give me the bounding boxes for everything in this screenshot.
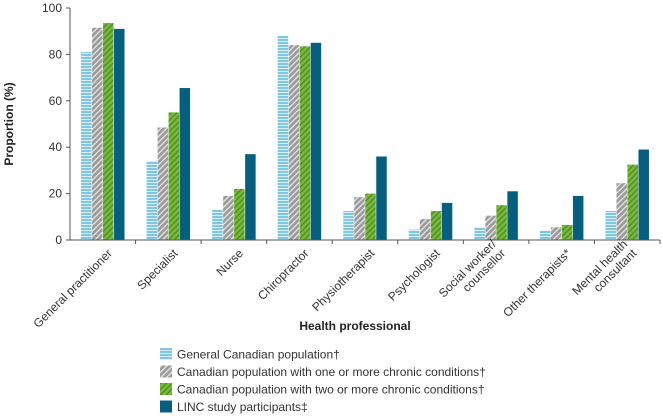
bar-2-6 — [419, 219, 431, 240]
bar-1-8 — [539, 230, 551, 240]
y-tick-label: 20 — [49, 187, 63, 201]
x-tick-label: Physiotherapist — [309, 246, 377, 314]
x-tick-label: Psychologist — [385, 246, 443, 304]
x-tick-label: Mental healthconsultant — [569, 237, 640, 308]
bar-3-1 — [103, 23, 114, 240]
bar-2-9 — [616, 183, 627, 240]
y-tick-label: 80 — [49, 47, 63, 61]
bar-1-7 — [474, 227, 485, 240]
bar-1-1 — [81, 52, 92, 240]
x-tick-label: General practitioner — [30, 246, 114, 330]
bar-3-5 — [365, 193, 376, 240]
x-tick-label-line: General practitioner — [30, 246, 114, 330]
bar-4-6 — [441, 202, 453, 240]
bar-4-3 — [245, 154, 256, 240]
legend: General Canadian population† Canadian pop… — [160, 348, 486, 414]
bar-1-5 — [343, 211, 354, 240]
bar-3-2 — [168, 112, 180, 240]
x-tick-label-line: Nurse — [213, 246, 246, 279]
bar-3-3 — [234, 188, 245, 240]
bar-3-6 — [430, 211, 442, 240]
bar-1-4 — [277, 35, 289, 241]
x-tick-label: Nurse — [213, 246, 246, 279]
bar-4-8 — [572, 195, 584, 240]
x-tick-label: Social worker/counsellor — [436, 237, 509, 310]
legend-swatch-2 — [160, 365, 172, 378]
legend-label-1: General Canadian population† — [177, 348, 340, 362]
bar-3-8 — [561, 224, 573, 240]
bar-3-9 — [627, 164, 638, 240]
bar-1-9 — [605, 211, 616, 240]
legend-swatch-4 — [160, 400, 172, 413]
bar-2-1 — [92, 27, 103, 240]
bar-4-1 — [114, 28, 125, 240]
x-tick-label: Other therapists* — [500, 246, 574, 320]
bar-4-4 — [310, 42, 322, 240]
legend-label-2: Canadian population with one or more chr… — [177, 365, 486, 379]
bar-1-2 — [146, 161, 158, 240]
y-tick-label: 0 — [55, 233, 62, 247]
bar-3-4 — [299, 46, 311, 240]
bar-2-2 — [157, 127, 169, 240]
x-tick-label-line: Chiropractor — [255, 246, 312, 303]
x-tick-label: Chiropractor — [255, 246, 312, 303]
y-tick-label: 60 — [49, 94, 63, 108]
x-axis: General practitioner Specialist Nurse Chiro… — [30, 237, 661, 331]
bar-1-6 — [408, 229, 420, 240]
bar-3-7 — [496, 205, 507, 240]
bar-4-5 — [376, 156, 387, 240]
x-tick-label-line: Physiotherapist — [309, 246, 377, 314]
x-tick-label-line: Psychologist — [385, 246, 443, 304]
bar-4-2 — [179, 88, 191, 240]
x-axis-title: Health professional — [299, 319, 410, 333]
bar-2-5 — [354, 197, 365, 240]
legend-swatch-3 — [160, 383, 172, 395]
legend-label-4: LINC study participants‡ — [177, 400, 308, 414]
bar-2-4 — [288, 45, 300, 241]
x-tick-label: Specialist — [134, 246, 181, 293]
x-tick-label-line: Other therapists* — [500, 246, 574, 320]
bar-2-7 — [485, 215, 496, 240]
legend-swatch-1 — [160, 348, 172, 360]
bar-2-8 — [550, 227, 562, 240]
bar-1-3 — [212, 209, 223, 240]
y-axis-title: Proportion (%) — [2, 82, 16, 165]
y-tick-label: 100 — [42, 1, 62, 15]
bar-4-7 — [507, 191, 518, 240]
bars — [81, 23, 649, 241]
x-tick-label-line: Specialist — [134, 246, 181, 293]
y-axis: 0 20 40 60 80 100 — [42, 1, 71, 247]
legend-label-3: Canadian population with two or more chr… — [177, 383, 485, 397]
bar-2-3 — [223, 195, 234, 240]
y-tick-label: 40 — [49, 140, 63, 154]
bar-4-9 — [638, 149, 649, 240]
